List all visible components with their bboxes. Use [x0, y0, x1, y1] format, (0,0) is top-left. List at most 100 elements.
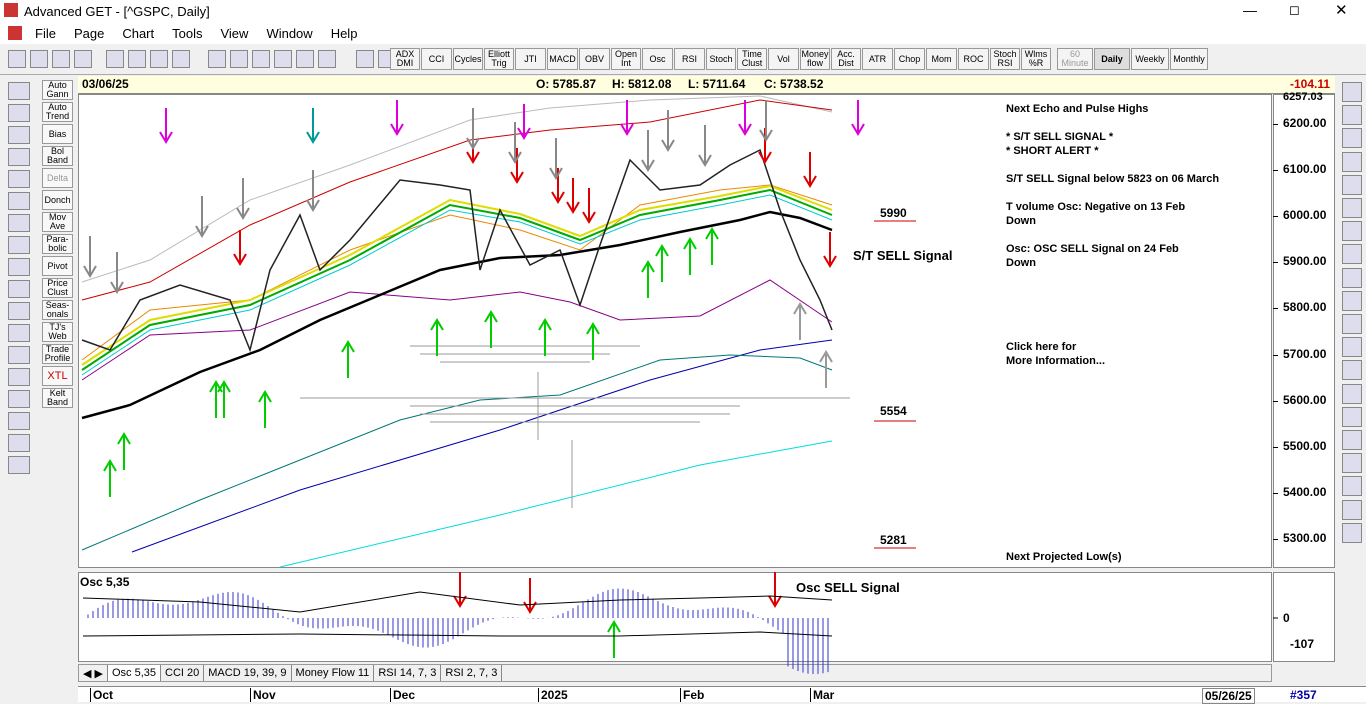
- tool-icon[interactable]: [1342, 360, 1362, 381]
- tool-icon[interactable]: [1342, 128, 1362, 149]
- menu-item[interactable]: View: [220, 25, 249, 41]
- price-chart[interactable]: [78, 94, 1272, 568]
- left-tool[interactable]: Seas-onals: [42, 300, 73, 320]
- tool-icon[interactable]: [1342, 198, 1362, 218]
- tool-icon[interactable]: [8, 170, 30, 188]
- tool-icon[interactable]: [8, 346, 30, 364]
- tool-icon[interactable]: [1342, 476, 1362, 497]
- tab[interactable]: MACD 19, 39, 9: [204, 665, 292, 681]
- period-button[interactable]: Monthly: [1170, 48, 1208, 70]
- menu-item[interactable]: Page: [73, 25, 105, 41]
- tool-icon[interactable]: [8, 82, 30, 100]
- tool-icon[interactable]: [8, 148, 30, 166]
- tool-icon[interactable]: [1342, 314, 1362, 334]
- indicator-button[interactable]: Money flow: [800, 48, 830, 70]
- indicator-button[interactable]: MACD: [547, 48, 578, 70]
- left-tool[interactable]: Delta: [42, 168, 73, 188]
- tab[interactable]: RSI 14, 7, 3: [374, 665, 442, 681]
- tool-icon[interactable]: [74, 50, 92, 68]
- tool-icon[interactable]: [106, 50, 124, 68]
- left-tool[interactable]: Auto Trend: [42, 102, 73, 122]
- left-tool[interactable]: Trade Profile: [42, 344, 73, 364]
- tool-icon[interactable]: [296, 50, 314, 68]
- indicator-button[interactable]: ADX DMI: [390, 48, 420, 70]
- tool-icon[interactable]: [1342, 337, 1362, 358]
- left-tool[interactable]: Pivot: [42, 256, 73, 276]
- tool-icon[interactable]: [1342, 82, 1362, 102]
- tool-icon[interactable]: [128, 50, 146, 68]
- indicator-button[interactable]: RSI: [674, 48, 705, 70]
- tool-icon[interactable]: [1342, 221, 1362, 242]
- tool-icon[interactable]: [1342, 105, 1362, 126]
- info-link[interactable]: Click here for: [1006, 341, 1077, 353]
- period-button[interactable]: Daily: [1094, 48, 1130, 70]
- tab[interactable]: Osc 5,35: [107, 665, 162, 681]
- tool-icon[interactable]: [8, 302, 30, 320]
- tool-icon[interactable]: [8, 104, 30, 122]
- indicator-button[interactable]: Wlms %R: [1021, 48, 1051, 70]
- tool-icon[interactable]: [150, 50, 168, 68]
- tool-icon[interactable]: [1342, 522, 1362, 543]
- tool-icon[interactable]: [8, 236, 30, 254]
- indicator-button[interactable]: OBV: [579, 48, 610, 70]
- tool-icon[interactable]: [8, 412, 30, 430]
- tool-icon[interactable]: [8, 214, 30, 232]
- tool-icon[interactable]: [8, 126, 30, 144]
- tool-icon[interactable]: [8, 50, 26, 68]
- tool-icon[interactable]: [8, 368, 30, 386]
- left-tool[interactable]: Auto Gann: [42, 80, 73, 100]
- tab[interactable]: RSI 2, 7, 3: [441, 665, 503, 681]
- indicator-button[interactable]: Cycles: [453, 48, 483, 70]
- menu-item[interactable]: Help: [330, 25, 358, 41]
- tool-icon[interactable]: [1342, 290, 1362, 311]
- tool-icon[interactable]: [274, 50, 292, 68]
- tool-icon[interactable]: [1342, 151, 1362, 172]
- indicator-button[interactable]: Chop: [894, 48, 925, 70]
- tool-icon[interactable]: [1342, 453, 1362, 474]
- tool-icon[interactable]: [1342, 174, 1362, 195]
- left-tool[interactable]: XTL: [42, 366, 73, 386]
- indicator-button[interactable]: Open Int: [611, 48, 641, 70]
- menu-item[interactable]: File: [35, 25, 56, 41]
- indicator-button[interactable]: Vol: [768, 48, 799, 70]
- indicator-button[interactable]: CCI: [421, 48, 452, 70]
- tool-icon[interactable]: [8, 456, 30, 474]
- left-tool[interactable]: TJ's Web: [42, 322, 73, 342]
- tool-icon[interactable]: [8, 390, 30, 408]
- indicator-button[interactable]: JTI: [515, 48, 546, 70]
- tool-icon[interactable]: [356, 50, 374, 68]
- tool-icon[interactable]: [230, 50, 248, 68]
- tool-icon[interactable]: [8, 192, 30, 210]
- tool-icon[interactable]: [8, 280, 30, 298]
- tool-icon[interactable]: [208, 50, 226, 68]
- tab[interactable]: Money Flow 11: [292, 665, 375, 681]
- tool-icon[interactable]: [1342, 244, 1362, 265]
- tab-nav[interactable]: ◀ ▶: [79, 665, 108, 681]
- tool-icon[interactable]: [1342, 499, 1362, 520]
- tool-icon[interactable]: [1342, 383, 1362, 404]
- indicator-button[interactable]: Mom: [926, 48, 957, 70]
- close[interactable]: ✕: [1335, 2, 1348, 19]
- indicator-button[interactable]: ROC: [958, 48, 989, 70]
- minimize[interactable]: —: [1243, 2, 1257, 18]
- menu-item[interactable]: Window: [266, 25, 313, 41]
- tool-icon[interactable]: [1342, 406, 1362, 427]
- left-tool[interactable]: Kelt Band: [42, 388, 73, 408]
- tool-icon[interactable]: [172, 50, 190, 68]
- left-tool[interactable]: Bias: [42, 124, 73, 144]
- tool-icon[interactable]: [252, 50, 270, 68]
- indicator-button[interactable]: ATR: [862, 48, 893, 70]
- indicator-button[interactable]: Stoch RSI: [990, 48, 1020, 70]
- left-tool[interactable]: Donch: [42, 190, 73, 210]
- tool-icon[interactable]: [318, 50, 336, 68]
- indicator-button[interactable]: Acc. Dist: [831, 48, 861, 70]
- info-link[interactable]: More Information...: [1006, 355, 1105, 367]
- left-tool[interactable]: Para-bolic: [42, 234, 73, 254]
- left-tool[interactable]: Mov Ave: [42, 212, 73, 232]
- tool-icon[interactable]: [30, 50, 48, 68]
- indicator-button[interactable]: Osc: [642, 48, 673, 70]
- tool-icon[interactable]: [8, 324, 30, 342]
- tab[interactable]: CCI 20: [161, 665, 205, 681]
- menu-item[interactable]: Chart: [122, 25, 155, 41]
- period-button[interactable]: Weekly: [1131, 48, 1169, 70]
